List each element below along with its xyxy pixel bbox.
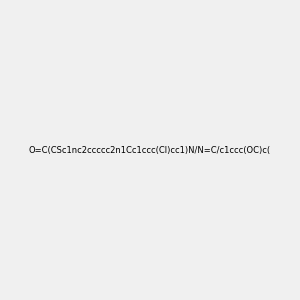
Text: O=C(CSc1nc2ccccc2n1Cc1ccc(Cl)cc1)N/N=C/c1ccc(OC)c(: O=C(CSc1nc2ccccc2n1Cc1ccc(Cl)cc1)N/N=C/c… — [29, 146, 271, 154]
